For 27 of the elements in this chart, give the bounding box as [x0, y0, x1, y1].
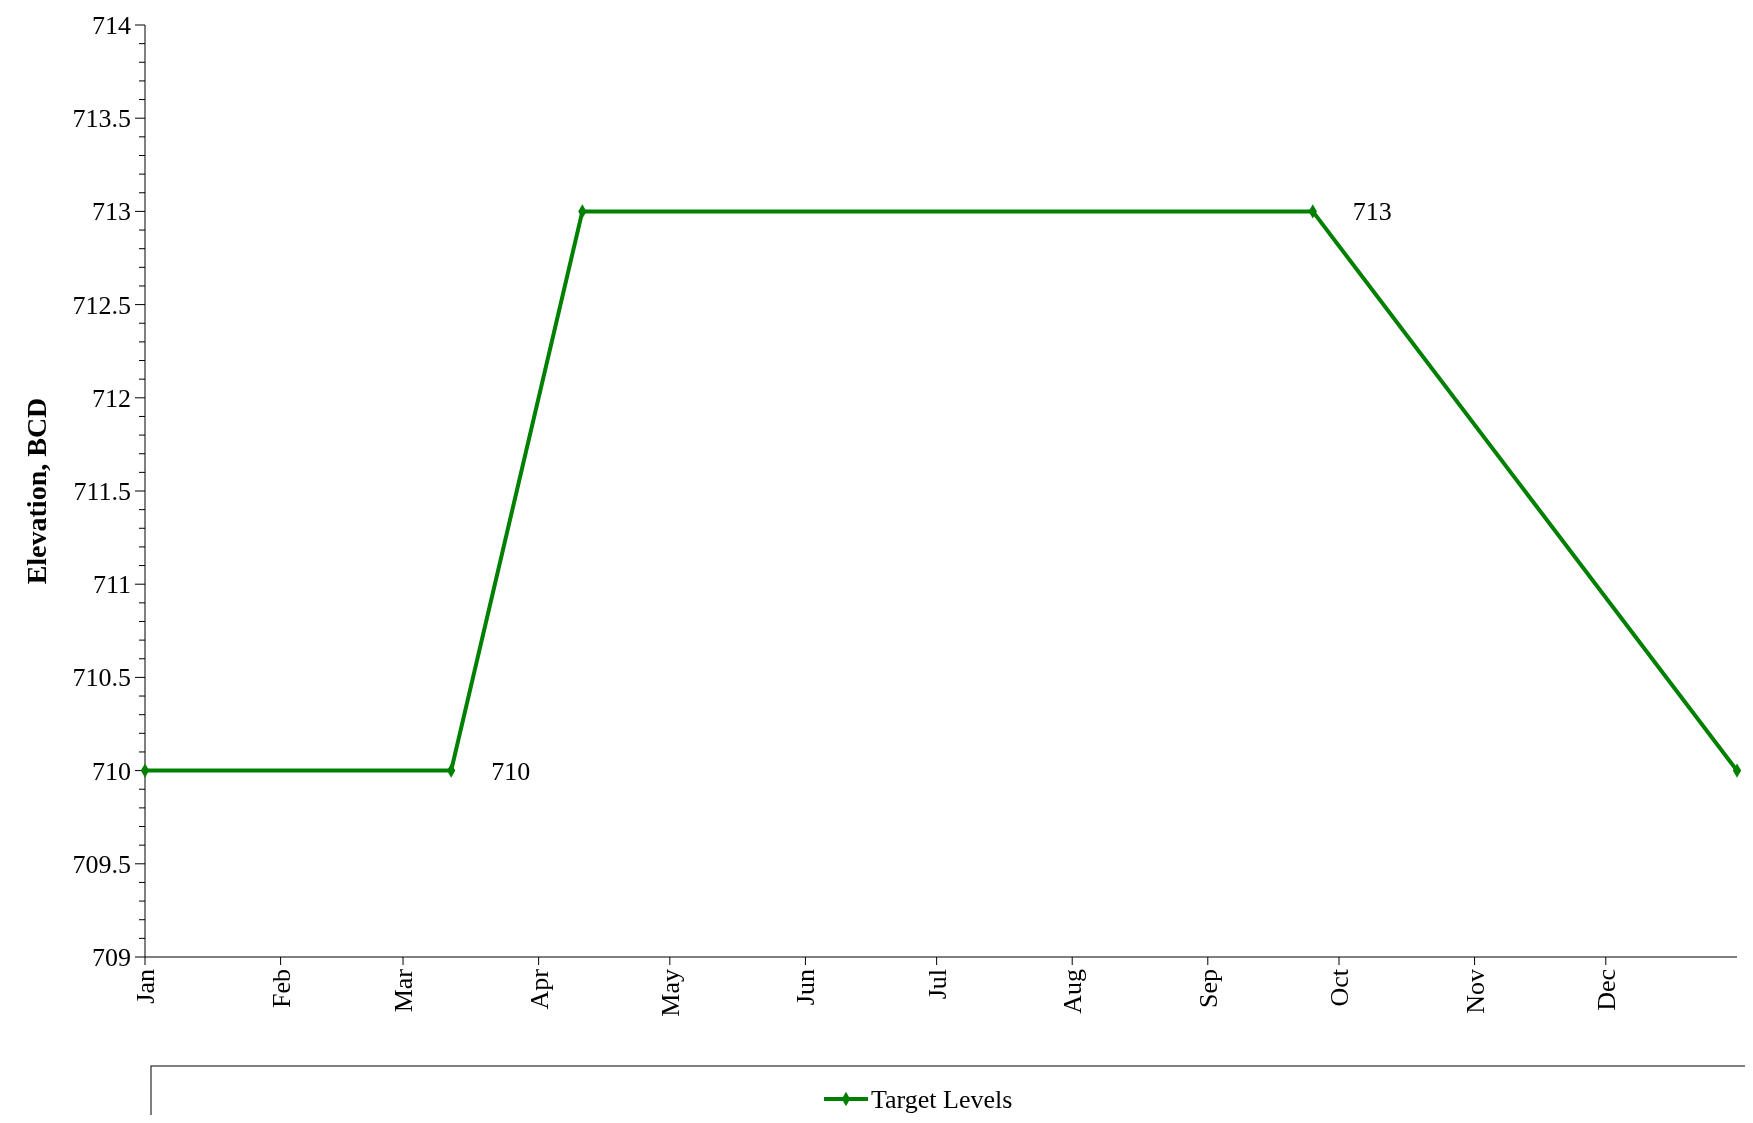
- y-tick-label: 710.5: [72, 663, 131, 693]
- y-tick-label: 714: [92, 11, 131, 40]
- y-tick-label: 711.5: [73, 477, 131, 506]
- x-tick-label: Nov: [1460, 969, 1490, 1014]
- data-label: 710: [491, 756, 531, 786]
- y-axis-title: Elevation, BCD: [21, 397, 52, 585]
- y-tick-label: 712: [92, 383, 131, 413]
- y-tick-label: 711: [92, 570, 131, 600]
- y-tick-label: 712.5: [72, 290, 131, 320]
- x-tick-label: Apr: [524, 968, 554, 1010]
- x-tick-label: Jul: [922, 969, 952, 1000]
- y-tick-label: 713.5: [72, 104, 131, 134]
- x-tick-label: May: [655, 969, 685, 1017]
- x-tick-label: Dec: [1591, 969, 1621, 1011]
- legend-label: Target Levels: [871, 1085, 1013, 1114]
- data-label: 713: [1352, 197, 1392, 227]
- x-tick-label: Sep: [1193, 969, 1223, 1008]
- x-tick-label: Oct: [1325, 968, 1354, 1007]
- y-tick-label: 709: [92, 943, 131, 972]
- y-tick-label: 713: [92, 197, 131, 227]
- x-tick-label: Mar: [389, 968, 419, 1013]
- x-tick-label: Aug: [1058, 969, 1088, 1014]
- y-tick-label: 710: [92, 756, 131, 786]
- y-tick-label: 709.5: [72, 849, 131, 879]
- x-tick-label: Jun: [791, 969, 821, 1006]
- x-tick-label: Jan: [131, 969, 160, 1004]
- x-tick-label: Feb: [266, 969, 296, 1008]
